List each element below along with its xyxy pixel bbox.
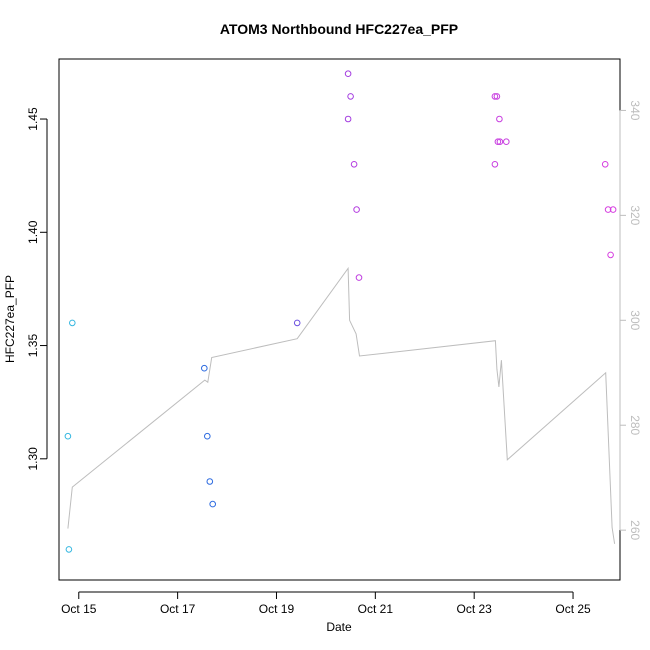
data-point-6 [209,500,216,508]
data-point-20 [503,138,510,145]
data-point-19 [496,138,504,145]
y-axis-label: HFC227ea_PFP [3,275,17,363]
data-point-7 [293,319,301,327]
data-point-15 [493,93,501,100]
y-tick-label-0: 1.30 [26,447,40,471]
data-point-18 [496,115,503,123]
x-axis-label: Date [326,620,352,634]
data-point-2 [69,319,76,327]
y2-axis: 260 280 300 320 340 [619,100,642,540]
chart-title: ATOM3 Northbound HFC227ea_PFP [220,21,458,37]
y2-tick-label-0: 260 [628,520,642,540]
series-line [67,266,616,544]
y2-tick-label-4: 340 [628,100,642,120]
data-points [64,70,617,553]
x-tick-label-3: Oct 21 [358,602,394,616]
data-point-23 [607,251,614,259]
data-point-24 [609,206,617,213]
x-tick-label-0: Oct 15 [61,602,97,616]
data-point-10 [347,93,354,100]
data-point-22 [604,206,612,213]
y2-tick-label-3: 320 [628,205,642,225]
data-point-9 [344,115,352,123]
data-point-14 [491,93,499,100]
y-tick-label-2: 1.40 [26,220,40,244]
data-point-17 [491,161,499,168]
x-tick-label-5: Oct 25 [555,602,591,616]
data-point-1 [65,546,73,553]
y-axis: 1.30 1.35 1.40 1.45 [26,107,48,471]
plot-frame [58,58,621,581]
data-point-8 [344,70,352,77]
x-tick-label-2: Oct 19 [259,602,295,616]
data-point-5 [206,478,214,485]
data-point-3 [201,364,208,372]
y2-tick-label-2: 300 [628,310,642,330]
x-tick-label-1: Oct 17 [160,602,196,616]
y-tick-label-1: 1.35 [26,334,40,358]
data-point-0 [64,432,72,440]
data-point-11 [350,161,358,168]
data-point-21 [601,161,609,168]
x-tick-label-4: Oct 23 [457,602,493,616]
data-point-13 [355,274,363,281]
y2-tick-label-1: 280 [628,415,642,435]
data-point-16 [494,138,502,145]
data-point-4 [204,432,211,440]
x-axis: Oct 15 Oct 17 Oct 19 Oct 21 Oct 23 Oct 25 [61,591,591,616]
series-line-path [67,266,616,544]
data-point-12 [353,206,360,213]
y-tick-label-3: 1.45 [26,107,40,131]
